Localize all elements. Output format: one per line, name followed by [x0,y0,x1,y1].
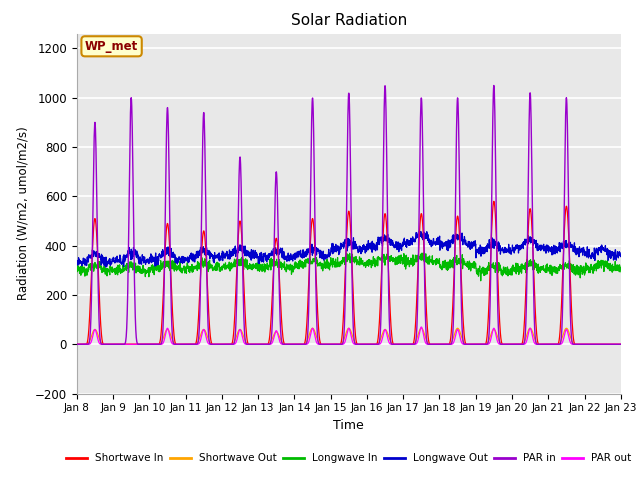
Legend: Shortwave In, Shortwave Out, Longwave In, Longwave Out, PAR in, PAR out: Shortwave In, Shortwave Out, Longwave In… [61,449,636,468]
Text: WP_met: WP_met [85,40,138,53]
X-axis label: Time: Time [333,419,364,432]
Y-axis label: Radiation (W/m2, umol/m2/s): Radiation (W/m2, umol/m2/s) [17,127,29,300]
Title: Solar Radiation: Solar Radiation [291,13,407,28]
